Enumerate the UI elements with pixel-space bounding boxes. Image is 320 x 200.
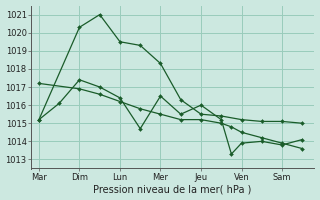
X-axis label: Pression niveau de la mer( hPa ): Pression niveau de la mer( hPa )	[93, 184, 252, 194]
